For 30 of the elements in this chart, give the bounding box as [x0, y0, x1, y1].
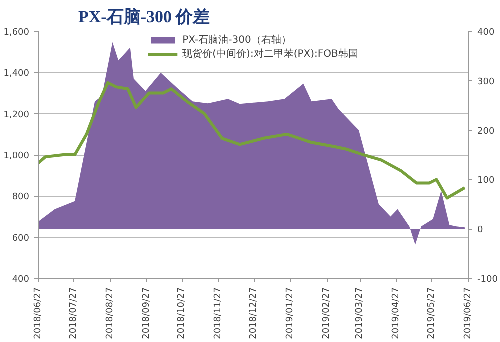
y2-tick-label: 300 [478, 77, 495, 88]
chart-title: PX-石脑-300 价差 [78, 8, 210, 26]
x-tick-label: 2018/11/27 [214, 288, 224, 340]
x-tick-label: 2019/03/27 [355, 288, 366, 340]
x-tick-label: 2019/01/27 [286, 288, 296, 340]
x-tick-label: 2018/09/27 [142, 288, 152, 340]
y2-tick-label: -100 [478, 275, 498, 285]
x-tick-label: 2019/02/27 [322, 288, 332, 340]
x-tick-label: 2019/05/27 [426, 288, 437, 340]
x-tick-label: 2018/08/27 [105, 288, 116, 340]
y-tick-label: 1,400 [4, 69, 30, 80]
x-tick-label: 2018/10/27 [177, 288, 188, 340]
y2-tick-label: 100 [478, 176, 495, 186]
x-tick-label: 2019/06/27 [464, 288, 474, 340]
y-tick-label: 1,600 [4, 28, 30, 38]
y-tick-label: 1,000 [4, 152, 30, 162]
y-tick-label: 400 [12, 275, 30, 285]
y2-tick-label: 200 [478, 126, 495, 137]
y-tick-label: 600 [12, 234, 30, 244]
line-series [38, 81, 466, 200]
legend-label: 现货价(中间价):对二甲苯(PX):FOB韩国 [182, 48, 358, 61]
y2-tick-label: 0 [478, 226, 484, 236]
y-tick-label: 800 [12, 192, 30, 203]
x-tick-label: 2019/04/27 [392, 288, 402, 340]
y2-tick-label: 400 [478, 28, 495, 38]
x-tick-label: 2018/06/27 [34, 288, 44, 340]
y-tick-label: 1,200 [4, 110, 30, 120]
x-tick-label: 2018/12/27 [249, 288, 260, 340]
legend-label: PX-石脑油-300（右轴） [182, 34, 292, 47]
x-tick-label: 2018/07/27 [68, 288, 79, 340]
